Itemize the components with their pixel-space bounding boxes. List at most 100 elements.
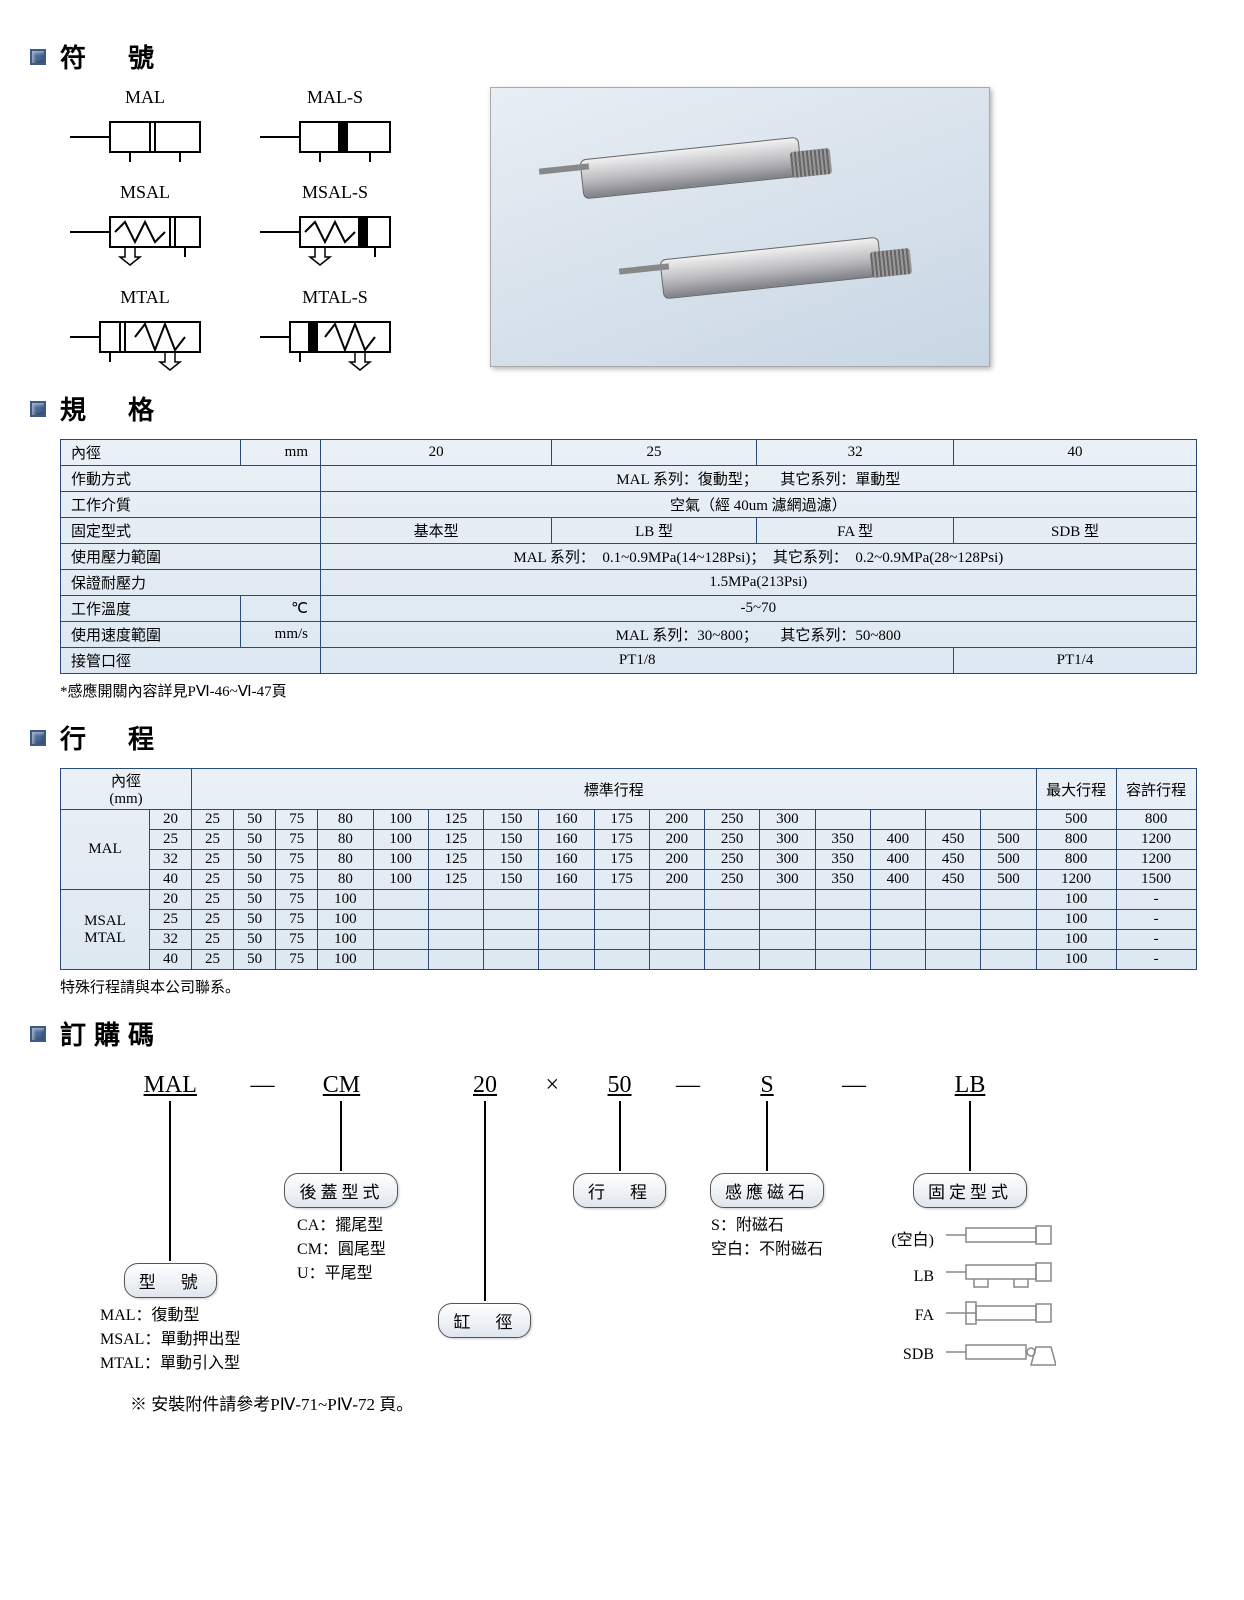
spec-mount-v3: FA 型	[756, 518, 954, 544]
stroke-row: 25255075100100-	[61, 910, 1197, 930]
mount-label: FA	[884, 1307, 934, 1325]
stroke-val	[484, 950, 539, 970]
stroke-max: 800	[1036, 850, 1116, 870]
stroke-val: 50	[234, 910, 276, 930]
vline-icon	[619, 1101, 621, 1171]
stroke-hdr-allow: 容許行程	[1116, 769, 1196, 810]
spec-proof-label: 保證耐壓力	[61, 570, 321, 596]
spec-row-bore: 內徑 mm 20 25 32 40	[61, 440, 1197, 466]
order-token-mag: S	[754, 1072, 779, 1099]
stroke-val	[705, 950, 760, 970]
stroke-row: 2525507580100125150160175200250300350400…	[61, 830, 1197, 850]
spec-row-action: 作動方式 MAL 系列：復動型； 其它系列：單動型	[61, 466, 1197, 492]
stroke-val	[705, 890, 760, 910]
stroke-val	[760, 890, 815, 910]
order-col-mount: LB 固定型式 (空白)LBFASDB	[884, 1072, 1056, 1376]
stroke-val: 400	[870, 870, 925, 890]
symbol-mal-label: MAL	[125, 87, 165, 108]
stroke-val: 100	[373, 830, 428, 850]
symbol-mals-label: MAL-S	[307, 87, 363, 108]
symbol-msal: MSAL	[70, 182, 220, 267]
stroke-val	[760, 910, 815, 930]
bullet-icon	[30, 730, 46, 746]
symbol-mtals-svg	[260, 312, 410, 372]
pill-mag: 感應磁石	[710, 1173, 824, 1208]
mount-diagram-icon	[946, 1298, 1056, 1333]
stroke-val: 50	[234, 850, 276, 870]
stroke-val: 450	[926, 830, 981, 850]
stroke-val: 100	[318, 950, 373, 970]
stroke-val	[926, 910, 981, 930]
stroke-val	[428, 910, 483, 930]
stroke-bore: 32	[149, 850, 191, 870]
stroke-val: 200	[649, 810, 704, 830]
stroke-val	[594, 910, 649, 930]
symbols-title: 符 號	[60, 38, 162, 75]
stroke-bore: 40	[149, 870, 191, 890]
spec-port-v1: PT1/8	[321, 648, 954, 674]
stroke-val	[428, 930, 483, 950]
symbol-msal-label: MSAL	[120, 182, 170, 203]
symbol-mtal-label: MTAL	[120, 287, 170, 308]
order-model-desc: MAL：復動型 MSAL：單動押出型 MTAL：單動引入型	[100, 1304, 240, 1376]
stroke-val: 450	[926, 870, 981, 890]
vline-icon	[484, 1101, 486, 1301]
stroke-val	[594, 950, 649, 970]
stroke-row: 3225507580100125150160175200250300350400…	[61, 850, 1197, 870]
mount-option: FA	[884, 1298, 1056, 1333]
stroke-val: 350	[815, 830, 870, 850]
stroke-val: 150	[484, 830, 539, 850]
stroke-val	[539, 890, 594, 910]
stroke-val: 50	[234, 830, 276, 850]
stroke-val: 175	[594, 830, 649, 850]
stroke-val	[760, 950, 815, 970]
stroke-val	[705, 930, 760, 950]
pill-mount: 固定型式	[913, 1173, 1027, 1208]
stroke-header-row: 內徑 (mm) 標準行程 最大行程 容許行程	[61, 769, 1197, 810]
stroke-row: 40255075100100-	[61, 950, 1197, 970]
stroke-val: 80	[318, 870, 373, 890]
spec-row-pressure: 使用壓力範圍 MAL 系列： 0.1~0.9MPa(14~128Psi)； 其它…	[61, 544, 1197, 570]
spec-medium-value: 空氣（經 40um 濾網過濾）	[321, 492, 1197, 518]
symbol-mal: MAL	[70, 87, 220, 162]
stroke-val: 160	[539, 830, 594, 850]
stroke-val: 50	[234, 930, 276, 950]
stroke-title: 行 程	[60, 719, 162, 756]
stroke-val: 100	[318, 890, 373, 910]
mount-list: (空白)LBFASDB	[884, 1216, 1056, 1376]
symbol-mal-svg	[70, 112, 220, 162]
mount-diagram-icon	[946, 1337, 1056, 1372]
spec-temp-value: -5~70	[321, 596, 1197, 622]
stroke-val	[981, 810, 1036, 830]
stroke-bore: 25	[149, 830, 191, 850]
symbols-layout: MAL MSAL MTAL	[70, 87, 1214, 372]
stroke-row: 4025507580100125150160175200250300350400…	[61, 870, 1197, 890]
stroke-val: 50	[234, 950, 276, 970]
spec-bore-25: 25	[552, 440, 757, 466]
spec-section-header: 規 格	[30, 390, 1214, 427]
stroke-val	[649, 930, 704, 950]
mount-label: (空白)	[884, 1226, 934, 1250]
stroke-val: 300	[760, 810, 815, 830]
stroke-max: 100	[1036, 950, 1116, 970]
stroke-val: 80	[318, 830, 373, 850]
symbols-section-header: 符 號	[30, 38, 1214, 75]
pill-stroke: 行 程	[573, 1173, 666, 1208]
spec-speed-label: 使用速度範圍	[61, 622, 241, 648]
stroke-val: 500	[981, 850, 1036, 870]
stroke-val: 75	[276, 850, 318, 870]
stroke-val	[539, 910, 594, 930]
spec-bore-32: 32	[756, 440, 954, 466]
spec-proof-value: 1.5MPa(213Psi)	[321, 570, 1197, 596]
spec-row-temp: 工作溫度 ℃ -5~70	[61, 596, 1197, 622]
stroke-allow: -	[1116, 910, 1196, 930]
spec-row-mount: 固定型式 基本型 LB 型 FA 型 SDB 型	[61, 518, 1197, 544]
stroke-val	[539, 930, 594, 950]
spec-pressure-label: 使用壓力範圍	[61, 544, 321, 570]
spec-row-port: 接管口徑 PT1/8 PT1/4	[61, 648, 1197, 674]
order-bottom-note: ※ 安裝附件請參考PⅣ-71~PⅣ-72 頁。	[130, 1390, 1214, 1415]
stroke-val: 100	[373, 810, 428, 830]
spec-speed-value: MAL 系列：30~800； 其它系列：50~800	[321, 622, 1197, 648]
stroke-val: 450	[926, 850, 981, 870]
stroke-val: 25	[192, 810, 234, 830]
